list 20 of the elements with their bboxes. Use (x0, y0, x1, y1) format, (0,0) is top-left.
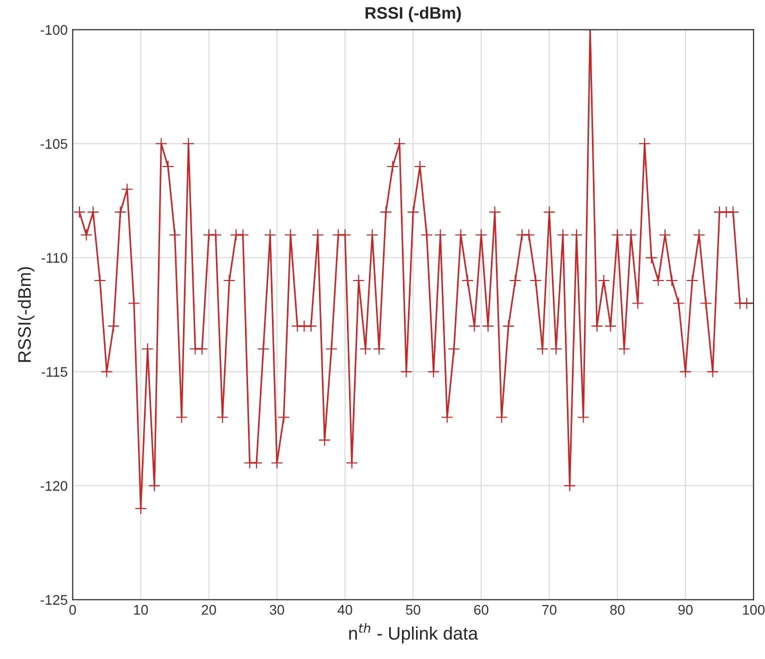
x-tick-label: 30 (270, 604, 284, 615)
x-tick-label: 60 (474, 604, 488, 615)
y-axis-title: RSSI(-dBm) (18, 267, 34, 362)
x-axis-title: n$^{th}$ - Uplink data (349, 623, 478, 644)
x-tick-label: 90 (678, 604, 693, 615)
x-tick-label: 50 (406, 604, 420, 615)
chart-title: RSSI (-dBm) (366, 6, 461, 22)
x-tick-label: 40 (338, 604, 352, 615)
x-tick-label: 20 (202, 604, 216, 615)
x-tick-label: 10 (134, 604, 148, 615)
y-tick-label: -115 (42, 367, 68, 377)
y-tick-label: -100 (40, 24, 68, 35)
x-tick-label: 80 (610, 604, 625, 615)
y-tick-label: -125 (40, 595, 68, 605)
x-tick-label: 70 (542, 604, 556, 615)
y-tick-label: -105 (40, 138, 68, 149)
y-tick-label: -110 (42, 253, 68, 263)
y-tick-label: -120 (40, 481, 68, 491)
x-tick-label: 0 (69, 604, 76, 615)
x-tick-label: 100 (743, 604, 765, 615)
